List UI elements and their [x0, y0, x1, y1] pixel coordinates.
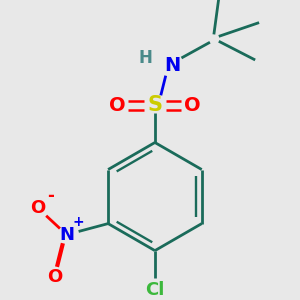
Text: N: N — [59, 226, 74, 244]
Text: O: O — [30, 199, 45, 217]
Text: +: + — [73, 214, 84, 229]
Text: O: O — [47, 268, 63, 286]
Text: S: S — [147, 95, 162, 115]
Text: O: O — [184, 96, 201, 115]
Text: O: O — [109, 96, 126, 115]
Text: Cl: Cl — [145, 281, 165, 299]
Text: -: - — [47, 187, 54, 205]
Text: N: N — [164, 56, 181, 75]
Text: H: H — [138, 49, 152, 67]
